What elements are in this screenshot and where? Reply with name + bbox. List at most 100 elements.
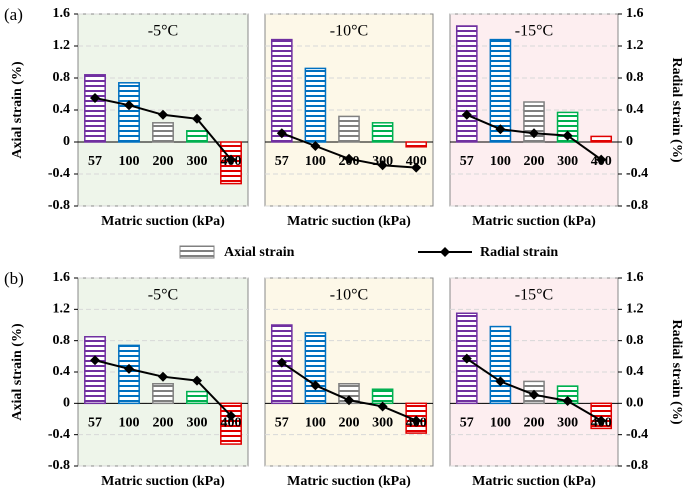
panel-title: -10°C [330, 23, 368, 40]
y2-axis-label: Radial strain (%) [669, 58, 684, 163]
x-axis-label: Matric suction (kPa) [287, 214, 411, 229]
bar [405, 141, 428, 148]
marker [411, 162, 422, 173]
x-tick-label: 200 [524, 416, 545, 431]
x-tick-label: 200 [524, 154, 545, 169]
panel-title: -10°C [330, 287, 368, 304]
bar [338, 115, 360, 143]
y2-tick-label: -0.4 [626, 427, 648, 442]
y2-tick-label: 1.2 [626, 38, 644, 53]
marker [226, 410, 236, 421]
x-axis-label: Matric suction (kPa) [472, 214, 596, 229]
marker [596, 415, 607, 426]
panel-title: -5°C [148, 287, 178, 304]
marker [192, 375, 202, 386]
bar [152, 383, 174, 405]
marker [562, 130, 573, 141]
bar [270, 38, 293, 143]
x-tick-label: 57 [275, 416, 289, 431]
y2-tick-label: -0.4 [626, 166, 648, 181]
y-tick-label: 0.4 [53, 364, 71, 379]
y-tick-label: -0.4 [48, 427, 70, 442]
panel-title: -5°C [148, 23, 178, 40]
y-tick-label: 0 [63, 396, 70, 411]
y-tick-label: 1.6 [53, 270, 71, 285]
y-tick-label: 0.8 [53, 70, 71, 85]
y-tick-label: 0.8 [53, 333, 71, 348]
bar [304, 67, 327, 143]
marker [495, 376, 506, 387]
marker [276, 128, 287, 139]
legend-label: Radial strain [480, 245, 558, 260]
y-tick-label: 1.6 [53, 6, 71, 21]
bar [590, 135, 613, 143]
x-tick-label: 100 [490, 416, 511, 431]
marker [377, 160, 388, 171]
marker [495, 124, 506, 135]
y-tick-label: 1.2 [53, 302, 71, 317]
legend-swatch [179, 245, 215, 259]
y2-axis-label: Radial strain (%) [669, 320, 684, 425]
y2-tick-label: 0.4 [626, 364, 644, 379]
legend-label: Axial strain [224, 245, 295, 260]
x-tick-label: 300 [372, 416, 393, 431]
marker [310, 380, 321, 391]
x-tick-label: 100 [119, 416, 140, 431]
x-tick-label: 200 [153, 416, 174, 431]
y-axis-label: Axial strain (%) [10, 61, 25, 159]
x-axis-label: Matric suction (kPa) [472, 474, 596, 489]
x-tick-label: 200 [153, 154, 174, 169]
y-tick-label: -0.8 [48, 198, 70, 213]
marker [158, 109, 168, 120]
x-tick-label: 57 [460, 154, 474, 169]
y2-tick-label: 0.4 [626, 102, 644, 117]
y2-tick-label: 0.8 [626, 333, 644, 348]
marker [461, 109, 472, 120]
marker [411, 415, 422, 426]
bar [455, 25, 478, 143]
marker [344, 153, 354, 164]
panel-title: -15°C [515, 23, 553, 40]
y-tick-label: -0.4 [48, 166, 70, 181]
y2-tick-label: 1.6 [626, 270, 644, 285]
panel-title: -15°C [515, 287, 553, 304]
panel-label: (a) [4, 5, 23, 24]
panel-label: (b) [4, 269, 24, 288]
marker [529, 389, 539, 400]
bar [186, 130, 208, 143]
marker [226, 154, 236, 165]
bar [118, 344, 140, 405]
marker [124, 363, 134, 374]
x-tick-label: 57 [88, 154, 102, 169]
bar [186, 390, 208, 405]
bar [304, 332, 327, 405]
y2-tick-label: -0.8 [626, 458, 648, 473]
x-tick-label: 300 [187, 154, 208, 169]
y2-tick-label: 1.2 [626, 302, 644, 317]
marker [310, 141, 321, 151]
x-tick-label: 57 [275, 154, 289, 169]
y-tick-label: 0 [63, 134, 70, 149]
bar [489, 325, 512, 405]
x-tick-label: 100 [305, 416, 326, 431]
x-tick-label: 300 [557, 154, 578, 169]
x-tick-label: 300 [557, 416, 578, 431]
y2-tick-label: 0.8 [626, 70, 644, 85]
x-tick-label: 57 [460, 416, 474, 431]
bar [118, 82, 140, 143]
marker [124, 100, 134, 111]
marker [158, 371, 168, 382]
x-axis-label: Matric suction (kPa) [101, 474, 225, 489]
marker [529, 128, 539, 139]
bar [371, 388, 394, 405]
x-tick-label: 300 [187, 416, 208, 431]
x-axis-label: Matric suction (kPa) [101, 214, 225, 229]
bar [220, 402, 242, 445]
marker [90, 355, 100, 366]
marker [276, 357, 287, 368]
marker [562, 395, 573, 406]
x-tick-label: 200 [339, 416, 360, 431]
bar [84, 74, 106, 143]
marker [377, 401, 388, 412]
